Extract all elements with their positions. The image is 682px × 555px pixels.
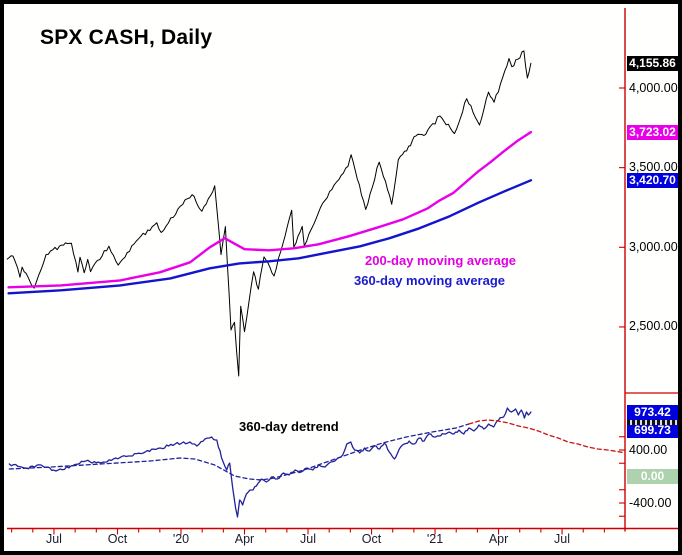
y-axis-label: 2,500.00 [629, 319, 678, 334]
y-axis-label: 3,000.00 [629, 239, 678, 254]
legend-detrend: 360-day detrend [239, 419, 339, 434]
x-axis-label: Oct [107, 532, 128, 546]
x-axis-label: Jul [45, 532, 62, 546]
y-axis-label: -400.00 [629, 495, 672, 510]
x-axis-label: Jul [554, 532, 571, 546]
compressed-badge [627, 419, 678, 425]
indicator-badge: 0.00 [627, 469, 678, 484]
x-axis-label: '20 [172, 532, 190, 546]
indicator-badge: 699.73 [627, 422, 678, 438]
spx-price-series [6, 50, 532, 377]
ma-200-series [7, 130, 533, 289]
x-axis-label: Apr [234, 532, 255, 546]
legend-ma360: 360-day moving average [354, 273, 506, 288]
y-axis-label: 3,500.00 [629, 160, 678, 175]
detrend-smooth-series [8, 423, 470, 481]
price-badge: 3,420.70 [627, 172, 678, 188]
legend-ma200: 200-day moving average [365, 253, 517, 268]
chart-title: SPX CASH, Daily [40, 26, 213, 49]
x-axis-label: Jul [300, 532, 316, 546]
indicator-badge: 973.42 [627, 404, 678, 420]
x-axis-label: Apr [488, 532, 509, 546]
ma-360-series [7, 179, 533, 295]
price-badge: 4,155.86 [627, 55, 678, 71]
price-badge: 3,723.02 [627, 124, 678, 140]
detrend-projection-series [468, 419, 623, 453]
y-axis-label: 4,000.00 [629, 80, 678, 95]
y-axis-label: 400.00 [629, 442, 668, 457]
x-axis-label: Oct [361, 532, 382, 546]
x-axis-label: '21 [426, 532, 444, 546]
